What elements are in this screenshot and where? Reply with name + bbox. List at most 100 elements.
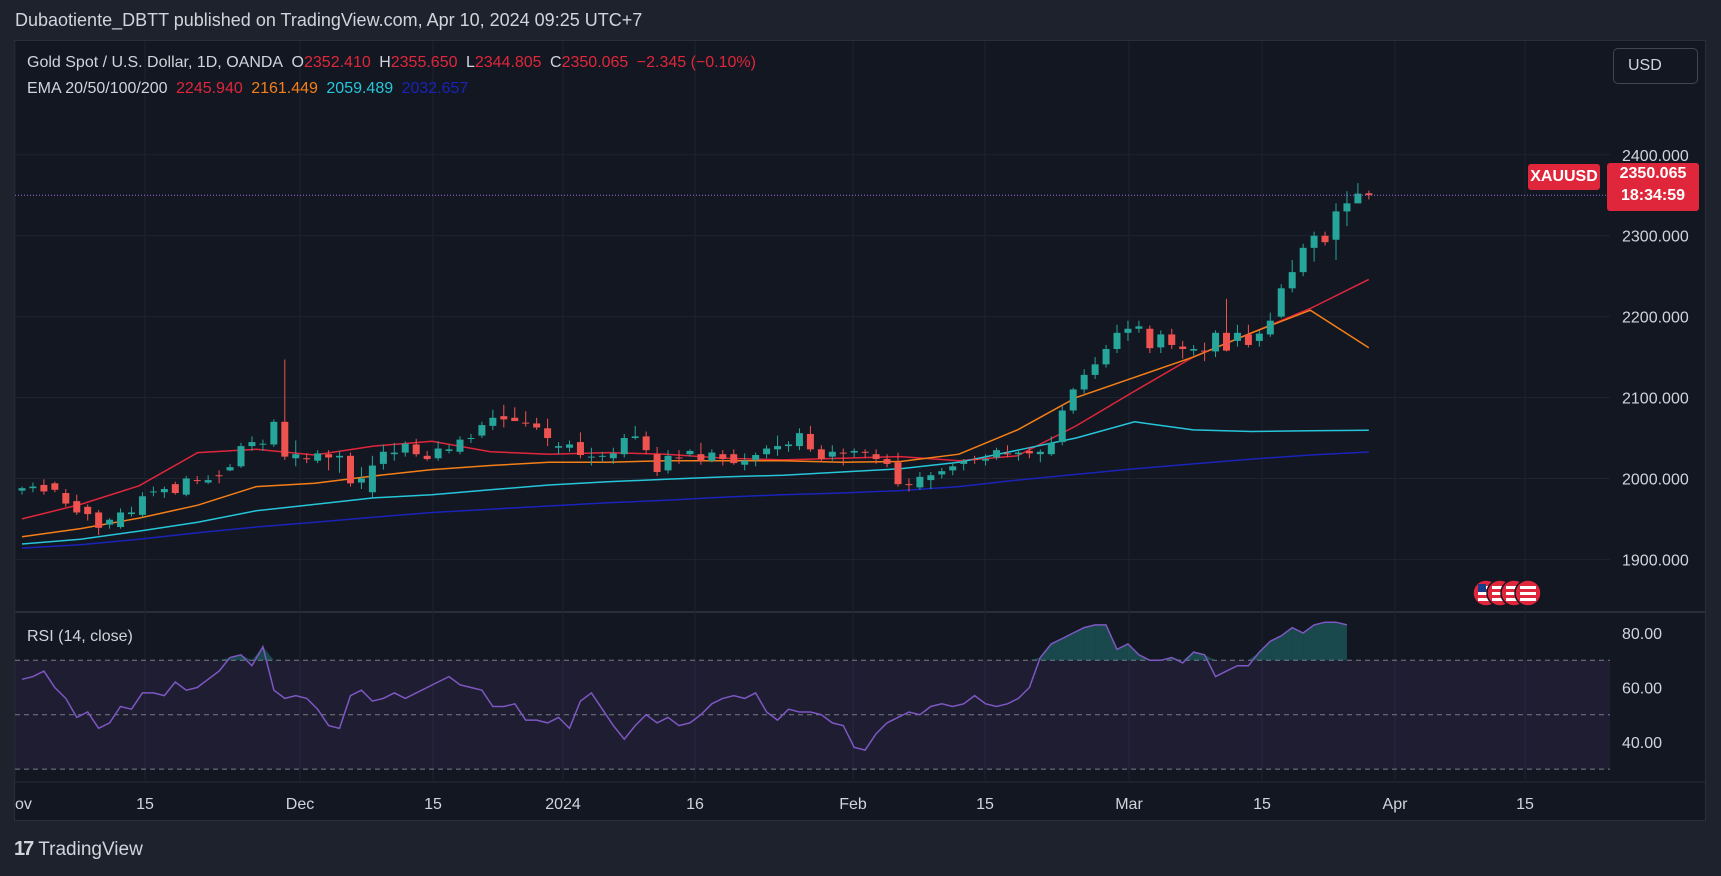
rsi-overbought-fill [1084,624,1096,661]
candle-body [445,449,453,451]
ema20-line [21,278,1370,520]
candle-body [1047,442,1055,455]
candle-body [1091,364,1099,375]
candle-body [128,512,135,515]
x-tick-label: 15 [136,796,154,813]
candle-body [1146,328,1154,349]
candle-body [1299,247,1307,273]
y-tick-label: 1900.000 [1622,552,1689,569]
candle-body [993,450,1001,458]
candle-body [916,476,924,488]
close-value: 2350.065 [561,54,629,71]
candle-body [1025,450,1033,454]
candle-body [95,512,103,528]
countdown-value: 18:34:59 [1620,187,1686,204]
x-tick-label: Mar [1115,796,1143,813]
x-tick-label: 2024 [545,796,581,813]
candle-body [785,444,792,447]
ema100-line [21,421,1369,545]
ohlc-low: L2344.805 [466,54,542,71]
tradingview-logo-icon: 17 [14,838,34,860]
candle-body [905,484,913,486]
candle-body [850,450,858,453]
candle-body [325,454,333,458]
candle-body [609,453,617,459]
us-flag-stripe [1506,598,1522,601]
ema20-value: 2245.940 [176,80,243,97]
candle-body [368,465,376,493]
candle-body [1124,328,1132,333]
symbol-tag: XAUUSD [1528,164,1600,190]
ema200-value: 2032.657 [401,80,469,97]
ema100-value: 2059.489 [326,80,394,97]
candle-body [1223,332,1230,351]
x-tick-label: Apr [1383,796,1409,813]
candle-body [1365,193,1373,196]
candle-body [347,455,354,484]
y-tick-label: 2000.000 [1622,471,1689,488]
candle-body [719,454,727,460]
symbol-legend: Gold Spot / U.S. Dollar, 1D, OANDA O2352… [27,54,760,72]
rsi-overbought-fill [1303,624,1315,661]
high-label: H [379,54,391,71]
low-label: L [465,54,475,71]
candle-body [664,455,672,471]
candle-body [686,450,694,455]
candle-body [215,475,223,477]
candle-body [763,448,771,455]
candle-body [1157,334,1165,348]
candle-body [336,455,344,458]
candle-body [303,458,311,460]
candle-body [270,421,278,445]
rsi-overbought-fill [1095,624,1107,661]
candle-body [1201,350,1209,352]
rsi-line [21,621,1348,751]
candle-body [642,436,650,451]
candle-body [631,436,639,439]
candle-body [226,467,234,471]
candle-body [1014,452,1022,455]
y-tick-label: 2100.000 [1622,391,1689,408]
open-value: 2352.410 [304,54,371,71]
candle-body [576,442,584,456]
candle-body [259,443,267,445]
low-value: 2344.805 [474,54,542,71]
candle-body [18,488,26,491]
candle-body [555,446,563,448]
candle-body [1233,332,1241,341]
candle-body [1255,333,1263,341]
candle-body [598,455,606,457]
us-flag-stripe [1478,598,1494,601]
ema50-line [21,309,1370,538]
candle-body [741,460,749,465]
rsi-tick-label: 60.00 [1622,680,1662,697]
currency-button[interactable]: USD [1613,48,1698,84]
candle-body [839,452,847,454]
candle-body [51,483,59,490]
candle-body [697,454,705,461]
candle-body [1004,453,1011,455]
candle-body [894,462,902,485]
candle-body [1321,235,1329,243]
candle-body [62,493,70,504]
us-flag-stripe [1506,592,1522,595]
rsi-overbought-fill [1029,657,1041,661]
candle-body [379,451,387,464]
high-value: 2355.650 [390,54,458,71]
candle-body [500,416,508,420]
x-tick-label: 15 [1516,796,1534,813]
candle-body [182,478,190,495]
rsi-overbought-fill [1292,627,1304,661]
candle-body [1244,334,1252,345]
symbol-title: Gold Spot / U.S. Dollar, 1D, OANDA [27,54,284,71]
candle-body [204,480,212,483]
x-tick-label: Feb [839,796,867,813]
candle-body [390,452,398,455]
x-tick-label: ov [15,796,32,813]
tradingview-logo[interactable]: 17 TradingView [14,838,143,861]
chart-frame[interactable] [14,40,1706,821]
rsi-overbought-fill [1270,635,1282,661]
rsi-overbought-fill [1182,652,1194,661]
ohlc-high: H2355.650 [379,54,457,71]
